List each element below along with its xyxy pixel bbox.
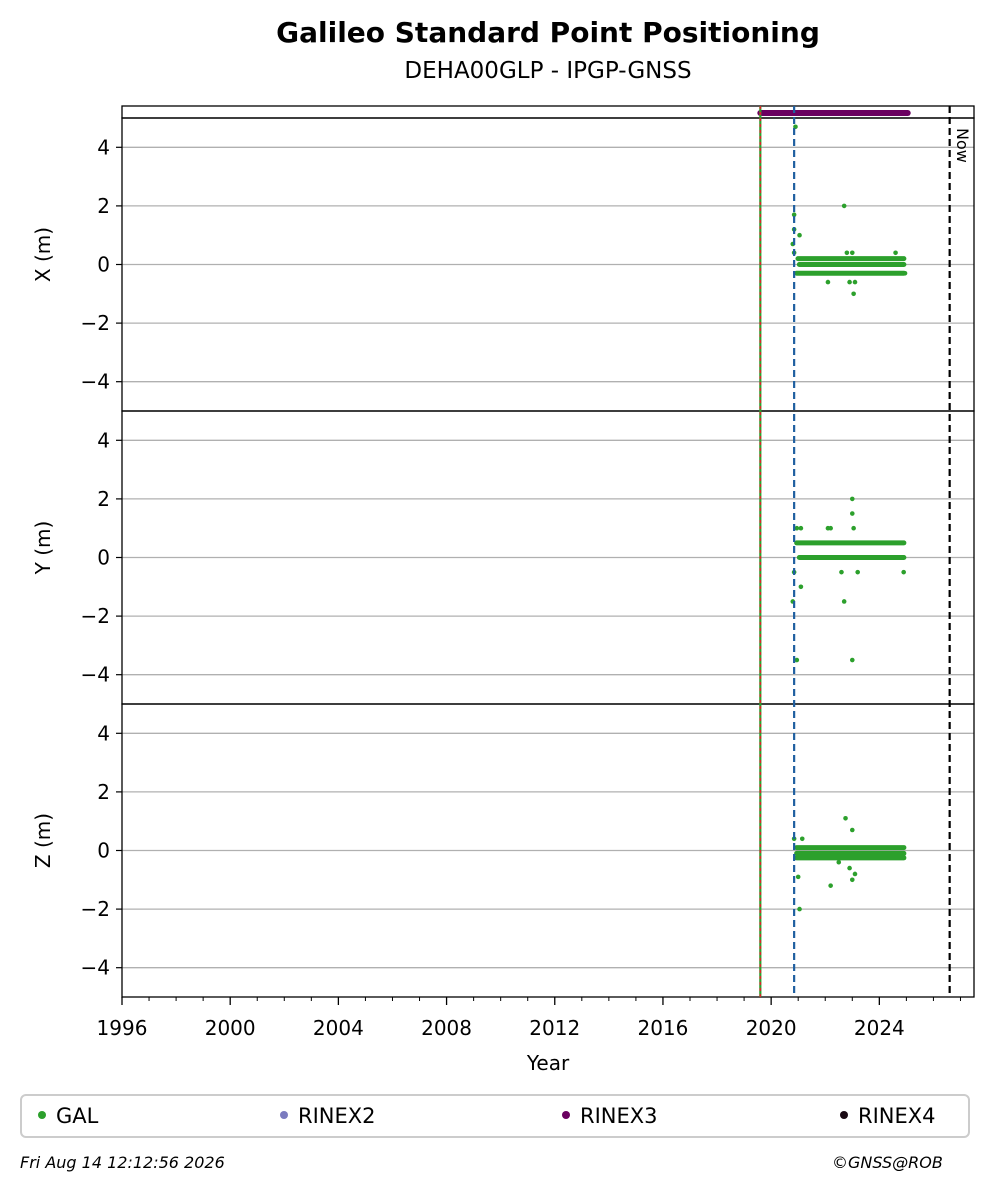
x-axis-label: Year bbox=[526, 1051, 570, 1075]
gal-data-point bbox=[844, 250, 850, 256]
y-tick-label: −4 bbox=[81, 370, 110, 394]
gal-data-band bbox=[794, 270, 907, 276]
gal-data-point bbox=[849, 877, 855, 883]
gal-data-band bbox=[794, 855, 907, 861]
y-tick-label: 0 bbox=[97, 546, 110, 570]
gal-data-point bbox=[855, 569, 860, 575]
gal-data-point bbox=[849, 250, 855, 256]
chart-subtitle: DEHA00GLP - IPGP-GNSS bbox=[404, 58, 692, 84]
x-tick-label: 2004 bbox=[313, 1016, 364, 1040]
x-tick-label: 2024 bbox=[854, 1016, 905, 1040]
legend-item-gal: GAL bbox=[38, 1104, 98, 1128]
y-tick-label: 0 bbox=[97, 253, 110, 277]
gal-data-point bbox=[902, 270, 908, 276]
panel-frame bbox=[121, 703, 975, 998]
gal-data-point bbox=[841, 599, 847, 604]
x-tick-label: 2016 bbox=[637, 1016, 688, 1040]
gal-data-point bbox=[851, 525, 856, 531]
gal-data-point bbox=[851, 291, 856, 297]
chart-title: Galileo Standard Point Positioning bbox=[276, 16, 820, 49]
gal-data-point bbox=[901, 569, 906, 575]
y-tick-label: 2 bbox=[97, 487, 110, 511]
x-tick-label: 1996 bbox=[97, 1016, 148, 1040]
legend-label: RINEX4 bbox=[858, 1104, 936, 1128]
gal-data-point bbox=[839, 569, 844, 575]
x-tick-label: 2012 bbox=[529, 1016, 580, 1040]
y-tick-label: 4 bbox=[97, 721, 110, 745]
legend-marker bbox=[840, 1111, 848, 1119]
gal-data-band bbox=[794, 540, 907, 546]
y-tick-label: −2 bbox=[81, 604, 110, 628]
y-tick-label: 0 bbox=[97, 839, 110, 863]
gal-data-band bbox=[794, 850, 907, 856]
x-tick-label: 2000 bbox=[205, 1016, 256, 1040]
gal-data-point bbox=[852, 871, 858, 877]
y-axis-label: X (m) bbox=[31, 227, 55, 282]
gal-data-point bbox=[849, 827, 855, 833]
y-tick-label: 4 bbox=[97, 428, 110, 452]
chart-figure: 4 2 0 −2 −4 X (m) 4 2 0 −2 −4 Y (m) 4 2 0 −2 −4 Z (m) Now 1… bbox=[31, 105, 975, 1075]
gal-data-point bbox=[825, 279, 831, 285]
legend-item-rinex4: RINEX4 bbox=[840, 1104, 936, 1128]
y-tick-label: −2 bbox=[81, 897, 110, 921]
gal-data-point bbox=[799, 836, 805, 842]
gal-data-point bbox=[797, 232, 802, 238]
y-tick-label: 4 bbox=[97, 135, 110, 159]
gal-data-point bbox=[849, 496, 855, 502]
gal-data-point bbox=[795, 874, 801, 880]
gal-data-point bbox=[836, 859, 842, 865]
legend-item-rinex3: RINEX3 bbox=[562, 1104, 658, 1128]
gal-data-point bbox=[843, 815, 848, 821]
gal-data-point bbox=[798, 525, 804, 531]
legend-marker bbox=[280, 1111, 288, 1119]
legend-label: GAL bbox=[56, 1104, 99, 1128]
y-tick-label: −4 bbox=[81, 663, 110, 687]
gal-data-band bbox=[794, 845, 907, 851]
gal-data-band bbox=[796, 555, 907, 560]
gal-data-point bbox=[794, 525, 800, 531]
gal-data-band bbox=[795, 256, 907, 262]
gal-data-point bbox=[798, 584, 804, 590]
chart-legend: GAL RINEX2 RINEX3 RINEX4 bbox=[20, 1094, 970, 1138]
gal-data-point bbox=[797, 906, 802, 912]
y-axis-label: Y (m) bbox=[31, 521, 55, 576]
y-tick-label: 2 bbox=[97, 194, 110, 218]
gal-data-point bbox=[791, 212, 797, 217]
gal-data-point bbox=[841, 203, 847, 209]
gal-data-point bbox=[825, 525, 831, 531]
legend-marker bbox=[562, 1111, 570, 1119]
legend-marker bbox=[38, 1111, 46, 1119]
y-tick-label: −2 bbox=[81, 311, 110, 335]
gal-data-point bbox=[852, 279, 858, 285]
y-axis-label: Z (m) bbox=[31, 813, 55, 868]
gal-data-point bbox=[794, 657, 800, 663]
legend-label: RINEX2 bbox=[298, 1104, 376, 1128]
gal-data-point bbox=[849, 657, 855, 663]
y-tick-label: −4 bbox=[81, 956, 110, 980]
gal-data-band bbox=[796, 262, 907, 267]
gal-data-point bbox=[828, 883, 833, 888]
legend-label: RINEX3 bbox=[580, 1104, 658, 1128]
gal-data-point bbox=[849, 511, 855, 516]
now-label: Now bbox=[953, 128, 972, 163]
x-tick-label: 2020 bbox=[746, 1016, 797, 1040]
gal-data-point bbox=[793, 124, 798, 130]
gal-data-point bbox=[893, 250, 898, 256]
y-tick-label: 2 bbox=[97, 780, 110, 804]
x-tick-label: 2008 bbox=[421, 1016, 472, 1040]
gal-data-point bbox=[847, 865, 852, 871]
credit: ©GNSS@ROB bbox=[832, 1153, 943, 1172]
gal-data-point bbox=[847, 279, 852, 285]
timestamp: Fri Aug 14 12:12:56 2026 bbox=[20, 1153, 225, 1172]
legend-item-rinex2: RINEX2 bbox=[280, 1104, 376, 1128]
